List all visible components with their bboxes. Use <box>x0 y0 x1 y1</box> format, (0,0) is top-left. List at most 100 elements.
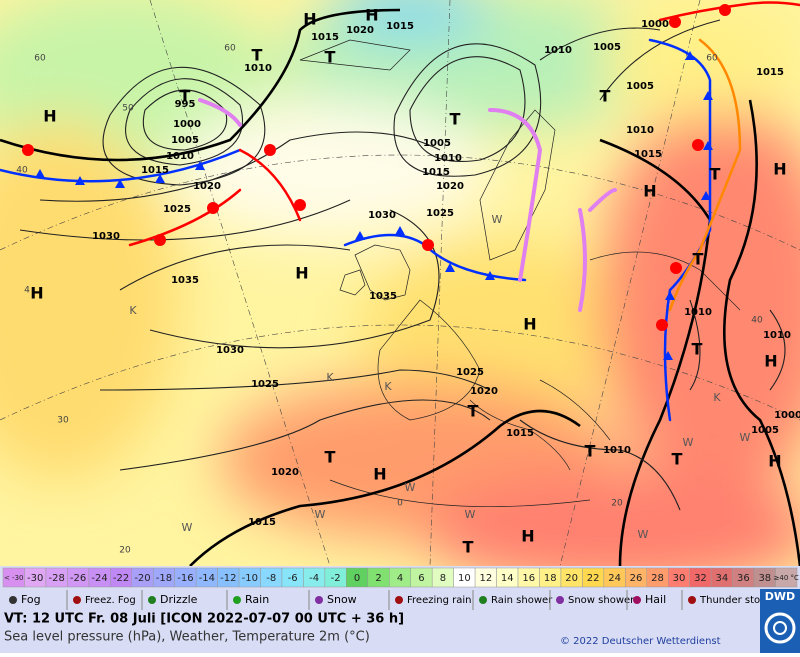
color-scale-label: -12 <box>220 573 236 584</box>
color-scale-label: -18 <box>156 573 172 584</box>
color-scale-label: 32 <box>694 573 707 584</box>
isobar-label: 1010 <box>244 63 272 74</box>
isobar-label: 1025 <box>251 379 279 390</box>
pressure-center: H <box>303 10 316 29</box>
color-scale-label: 8 <box>440 573 446 584</box>
isobar-label: 1035 <box>369 291 397 302</box>
pressure-center: H <box>521 527 534 546</box>
cold-front-triangle <box>485 271 495 280</box>
weather-symbol <box>633 596 641 604</box>
cold-front-triangle <box>195 161 205 170</box>
cold-front-triangle <box>75 176 85 185</box>
color-scale-label: -20 <box>134 573 150 584</box>
isotherm-label: 40 <box>16 166 28 176</box>
weather-legend-label: Fog <box>21 593 41 606</box>
airmass-label: K <box>713 391 721 404</box>
airmass-label: W <box>740 431 751 444</box>
logo-swirl <box>773 621 787 635</box>
isobar-label: 1010 <box>166 151 194 162</box>
color-scale-label: 18 <box>544 573 557 584</box>
map: 1015 1020 1015 1010 995 1000 1005 1010 1015 1020 1… <box>0 0 800 566</box>
pressure-center: T <box>692 340 703 359</box>
isotherm-label: 4 <box>24 286 30 296</box>
isobar-label: 1025 <box>456 367 484 378</box>
color-scale-label: 34 <box>716 573 729 584</box>
isobar-label: 1015 <box>248 517 276 528</box>
isotherm-label: 30 <box>57 416 69 426</box>
pressure-center: T <box>468 402 479 421</box>
color-scale-label: 16 <box>522 573 535 584</box>
airmass-label: W <box>492 213 503 226</box>
color-scale-label: 2 <box>375 573 381 584</box>
color-swatch <box>775 567 798 588</box>
pressure-center: T <box>180 87 191 106</box>
cold-front-triangle <box>155 174 165 183</box>
pressure-center: T <box>325 448 336 467</box>
weather-legend-label: Thunder storm <box>699 595 774 606</box>
color-scale-label: -6 <box>288 573 298 584</box>
color-scale-label: 26 <box>630 573 643 584</box>
isobar-label: 1015 <box>506 428 534 439</box>
pressure-center: T <box>600 87 611 106</box>
warm-front-semicircle <box>669 16 681 28</box>
weather-legend-label: Freezing rain <box>407 595 471 606</box>
isotherm-label: 20 <box>611 499 623 509</box>
airmass-label: W <box>315 508 326 521</box>
isotherm-label: 60 <box>34 54 46 64</box>
pressure-center: T <box>672 450 683 469</box>
isobar-label: 1020 <box>271 467 299 478</box>
color-scale-label: -16 <box>177 573 193 584</box>
isotherm-label: 0 <box>397 499 403 509</box>
color-scale-label: 4 <box>397 573 403 584</box>
pressure-center: H <box>764 352 777 371</box>
isobar-label: 1025 <box>426 208 454 219</box>
isotherm-label: 50 <box>122 104 134 114</box>
isobar-label: 1005 <box>171 135 199 146</box>
color-scale-label: -2 <box>331 573 341 584</box>
pressure-center: H <box>295 264 308 283</box>
color-scale-label: 20 <box>565 573 578 584</box>
weather-legend-label: Drizzle <box>160 593 198 606</box>
color-scale-label: 28 <box>651 573 664 584</box>
color-scale-label: 12 <box>479 573 492 584</box>
pressure-center: H <box>643 182 656 201</box>
logo-swirl <box>764 612 796 644</box>
pressure-center: H <box>523 315 536 334</box>
isobar-label: 1020 <box>346 25 374 36</box>
warm-front-semicircle <box>692 139 704 151</box>
weather-legend-label: Hail <box>645 593 666 606</box>
isobar-label: 1010 <box>763 330 791 341</box>
weather-symbol <box>556 596 564 604</box>
pressure-center: H <box>30 284 43 303</box>
isotherm-label: 60 <box>706 54 718 64</box>
isobar-label: 1010 <box>626 125 654 136</box>
cold-front-triangle <box>703 141 713 150</box>
color-scale-label: -10 <box>242 573 258 584</box>
isobar-label: 1035 <box>171 275 199 286</box>
cold-front-triangle <box>445 263 455 272</box>
isobar-label: 1015 <box>422 167 450 178</box>
color-scale-label: -24 <box>91 573 107 584</box>
isobar-label: 1010 <box>684 307 712 318</box>
weather-legend-label: Snow shower <box>568 595 635 606</box>
copyright: © 2022 Deutscher Wetterdienst <box>560 636 721 647</box>
color-scale-label: -22 <box>113 573 129 584</box>
cold-front-triangle <box>703 91 713 100</box>
isobar-label: 1015 <box>311 32 339 43</box>
airmass-label: W <box>638 528 649 541</box>
color-scale-label: 38 <box>758 573 771 584</box>
isobar-label: 1005 <box>751 425 779 436</box>
isobar-label: 1020 <box>436 181 464 192</box>
cold-front-triangle <box>115 179 125 188</box>
airmass-label: K <box>384 380 392 393</box>
isobar-label: 1025 <box>163 204 191 215</box>
pressure-center: H <box>365 6 378 25</box>
warm-front-semicircle <box>264 144 276 156</box>
weather-symbol <box>233 596 241 604</box>
cold-front-triangle <box>395 226 405 235</box>
pressure-center: H <box>773 160 786 179</box>
valid-time: VT: 12 UTC Fr. 08 Juli [ICON 2022-07-07 … <box>4 612 404 627</box>
isobar-label: 1000 <box>173 119 201 130</box>
isobar-label: 1030 <box>368 210 396 221</box>
